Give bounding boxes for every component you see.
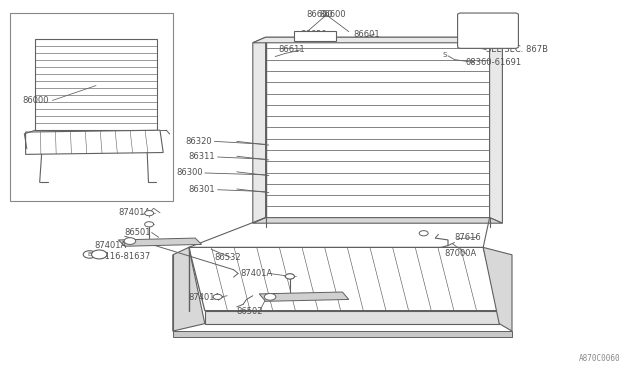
- Text: 86000: 86000: [22, 96, 49, 105]
- Text: A870C0060: A870C0060: [579, 354, 621, 363]
- Circle shape: [213, 294, 222, 299]
- Circle shape: [145, 222, 154, 227]
- Text: 86601: 86601: [353, 30, 380, 39]
- Text: 86502: 86502: [237, 307, 263, 316]
- Text: 08116-81637: 08116-81637: [94, 252, 150, 261]
- Circle shape: [92, 250, 107, 259]
- Text: 87401A: 87401A: [189, 293, 221, 302]
- FancyBboxPatch shape: [10, 13, 173, 201]
- Polygon shape: [189, 247, 499, 311]
- Polygon shape: [266, 37, 490, 218]
- Text: 87401A: 87401A: [240, 269, 272, 278]
- Text: 86620: 86620: [298, 31, 324, 40]
- Text: 86600: 86600: [319, 10, 346, 19]
- Text: 87616: 87616: [454, 233, 481, 242]
- Polygon shape: [259, 292, 349, 301]
- Text: B: B: [88, 252, 92, 257]
- FancyBboxPatch shape: [294, 31, 336, 41]
- Polygon shape: [173, 331, 512, 337]
- Circle shape: [145, 211, 154, 216]
- Polygon shape: [253, 37, 266, 223]
- Circle shape: [264, 294, 276, 300]
- Circle shape: [419, 231, 428, 236]
- Text: SEE SEC. 867B: SEE SEC. 867B: [486, 45, 548, 54]
- Text: 86501: 86501: [125, 228, 151, 237]
- Text: 87401A: 87401A: [95, 241, 127, 250]
- Text: 86532: 86532: [214, 253, 241, 262]
- Text: 86301: 86301: [189, 185, 216, 194]
- Polygon shape: [26, 130, 163, 154]
- Text: 86620: 86620: [301, 30, 328, 39]
- Circle shape: [285, 274, 294, 279]
- Polygon shape: [173, 247, 205, 331]
- Text: 08360-61691: 08360-61691: [465, 58, 522, 67]
- Text: 86600: 86600: [307, 10, 333, 19]
- Circle shape: [124, 238, 136, 244]
- Polygon shape: [490, 37, 502, 223]
- Polygon shape: [118, 238, 202, 246]
- Text: 86311: 86311: [189, 153, 216, 161]
- Text: 87000A: 87000A: [445, 249, 477, 258]
- Text: 86320: 86320: [186, 137, 212, 146]
- Polygon shape: [253, 37, 502, 43]
- Text: B: B: [97, 251, 102, 257]
- Text: 86611: 86611: [278, 45, 305, 54]
- Polygon shape: [483, 247, 512, 331]
- Text: 86300: 86300: [176, 169, 203, 177]
- Polygon shape: [253, 218, 502, 223]
- Polygon shape: [205, 311, 499, 324]
- Circle shape: [285, 274, 294, 279]
- FancyBboxPatch shape: [458, 13, 518, 48]
- Text: S: S: [443, 52, 447, 58]
- Text: 87401A: 87401A: [118, 208, 150, 217]
